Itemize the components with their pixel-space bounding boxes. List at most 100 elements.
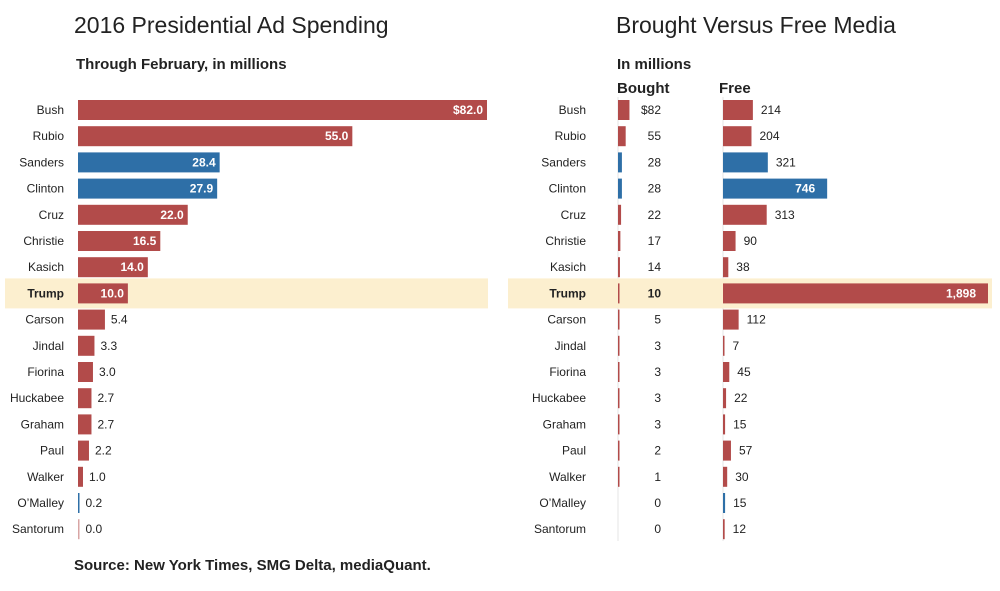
category-label-sanders: Sanders xyxy=(541,155,586,169)
bought-bar-cruz xyxy=(618,204,622,225)
bar-sanders xyxy=(78,152,220,173)
bought-value-christie: 17 xyxy=(648,234,662,248)
bar-trump xyxy=(78,283,128,304)
category-label-bush: Bush xyxy=(559,103,586,117)
value-label-santorum: 0.0 xyxy=(86,522,103,536)
bought-bar-kasich xyxy=(618,257,620,278)
bought-value-clinton: 28 xyxy=(648,182,662,196)
free-bar-sanders xyxy=(723,152,768,173)
category-label-jindal: Jindal xyxy=(33,339,64,353)
bought-value-huckabee: 3 xyxy=(654,391,661,405)
category-label-huckabee: Huckabee xyxy=(10,391,64,405)
free-value-jindal: 7 xyxy=(733,339,740,353)
bought-column-header: Bought xyxy=(617,80,670,97)
bought-value-walker: 1 xyxy=(654,470,661,484)
bought-bar-clinton xyxy=(618,178,622,199)
category-label-o-malley: O’Malley xyxy=(17,496,64,510)
bought-bar-graham xyxy=(618,414,620,435)
category-label-fiorina: Fiorina xyxy=(27,365,64,379)
free-value-fiorina: 45 xyxy=(737,365,751,379)
free-bar-rubio xyxy=(723,126,752,147)
value-label-cruz: 22.0 xyxy=(160,208,184,222)
category-label-graham: Graham xyxy=(21,417,64,431)
free-bar-clinton xyxy=(723,178,828,199)
free-bar-huckabee xyxy=(723,388,727,409)
category-label-paul: Paul xyxy=(562,444,586,458)
bought-value-kasich: 14 xyxy=(648,260,662,274)
left-chart-title: 2016 Presidential Ad Spending xyxy=(74,12,389,38)
bought-value-santorum: 0 xyxy=(654,522,661,536)
free-value-cruz: 313 xyxy=(775,208,795,222)
bar-cruz xyxy=(78,204,188,225)
bar-bush xyxy=(78,100,487,120)
category-label-carson: Carson xyxy=(25,313,64,327)
category-label-walker: Walker xyxy=(27,470,64,484)
bought-value-jindal: 3 xyxy=(654,339,661,353)
ad-spending-chart: Bush $82.0 Rubio 55.0 Sanders 28.4 Clinton 27.9… xyxy=(5,100,488,540)
bar-carson xyxy=(78,309,105,330)
bought-value-rubio: 55 xyxy=(648,129,662,143)
free-bar-jindal xyxy=(723,335,725,356)
value-label-trump: 10.0 xyxy=(101,286,125,300)
free-value-trump: 1,898 xyxy=(946,286,976,300)
bar-clinton xyxy=(78,178,218,199)
left-chart-subtitle: Through February, in millions xyxy=(76,56,287,73)
free-bar-santorum xyxy=(723,519,725,540)
bought-bar-trump xyxy=(618,283,620,304)
free-bar-graham xyxy=(723,414,726,435)
category-label-cruz: Cruz xyxy=(561,208,586,222)
bought-value-carson: 5 xyxy=(654,313,661,327)
bought-value-fiorina: 3 xyxy=(654,365,661,379)
free-bar-trump xyxy=(723,283,988,304)
bar-graham xyxy=(78,414,92,435)
category-label-santorum: Santorum xyxy=(12,522,64,536)
category-label-clinton: Clinton xyxy=(27,182,64,196)
bought-value-sanders: 28 xyxy=(648,155,662,169)
value-label-christie: 16.5 xyxy=(133,234,157,248)
bought-bar-christie xyxy=(618,231,621,251)
bought-bar-sanders xyxy=(618,152,622,173)
value-label-rubio: 55.0 xyxy=(325,129,349,143)
right-chart-subtitle: In millions xyxy=(617,56,692,73)
bought-value-graham: 3 xyxy=(654,417,661,431)
category-label-kasich: Kasich xyxy=(550,260,586,274)
category-label-christie: Christie xyxy=(23,234,64,248)
free-value-christie: 90 xyxy=(744,234,758,248)
bought-value-cruz: 22 xyxy=(648,208,662,222)
value-label-clinton: 27.9 xyxy=(190,182,214,196)
free-bar-o-malley xyxy=(723,493,726,513)
category-label-cruz: Cruz xyxy=(39,208,64,222)
value-label-kasich: 14.0 xyxy=(120,260,144,274)
bar-christie xyxy=(78,231,161,251)
free-bar-kasich xyxy=(723,257,729,278)
category-label-o-malley: O’Malley xyxy=(539,496,586,510)
bought-bar-rubio xyxy=(618,126,626,147)
category-label-clinton: Clinton xyxy=(549,182,586,196)
free-value-carson: 112 xyxy=(747,313,766,327)
value-label-jindal: 3.3 xyxy=(100,339,117,353)
bar-paul xyxy=(78,440,89,461)
value-label-fiorina: 3.0 xyxy=(99,365,116,379)
value-label-walker: 1.0 xyxy=(89,470,106,484)
category-label-trump: Trump xyxy=(549,286,586,300)
free-bar-bush xyxy=(723,100,753,120)
highlight-band xyxy=(5,278,488,309)
category-label-huckabee: Huckabee xyxy=(532,391,586,405)
bought-value-bush: $82 xyxy=(641,103,661,117)
bought-value-o-malley: 0 xyxy=(654,496,661,510)
category-label-santorum: Santorum xyxy=(534,522,586,536)
free-value-kasich: 38 xyxy=(736,260,750,274)
category-label-rubio: Rubio xyxy=(555,129,587,143)
bought-bar-bush xyxy=(618,100,630,120)
free-value-santorum: 12 xyxy=(733,522,747,536)
bought-bar-paul xyxy=(618,440,620,461)
category-label-kasich: Kasich xyxy=(28,260,64,274)
free-value-clinton: 746 xyxy=(795,182,815,196)
bought-bar-jindal xyxy=(618,335,620,356)
free-bar-carson xyxy=(723,309,739,330)
right-chart-title: Brought Versus Free Media xyxy=(616,12,896,38)
bought-value-paul: 2 xyxy=(654,444,661,458)
bought-bar-walker xyxy=(618,466,620,487)
free-value-o-malley: 15 xyxy=(733,496,747,510)
free-value-walker: 30 xyxy=(735,470,749,484)
